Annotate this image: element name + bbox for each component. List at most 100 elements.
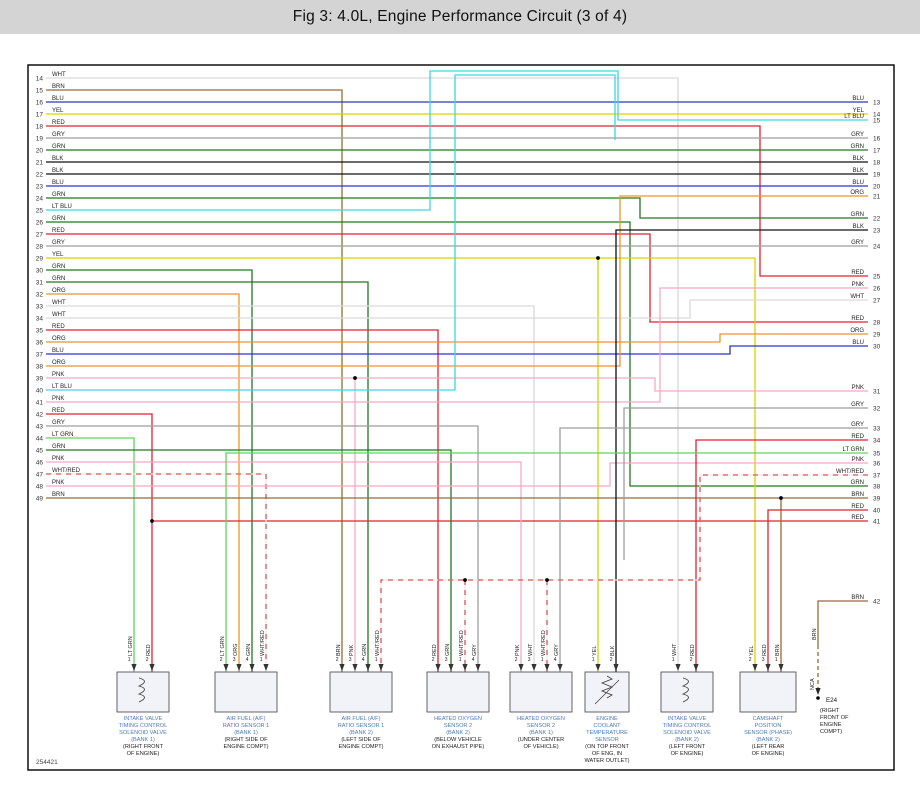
- left-pin-22: 22 BLK: [36, 168, 64, 179]
- wire-R42: [817, 600, 868, 692]
- left-pin-23: 23 BLU: [36, 180, 64, 191]
- component-wire-color-label: GRN: [362, 644, 368, 656]
- component-wire-color-label: GRN: [246, 644, 252, 656]
- pin-arrow-icon: [149, 664, 155, 671]
- component-location: OF ENG, IN: [592, 751, 622, 757]
- pin-color-label: GRY: [52, 420, 65, 426]
- right-pin-24: 24 GRY: [851, 240, 881, 251]
- component-box: [329, 671, 393, 713]
- pin-color-label: PNK: [852, 282, 864, 288]
- pin-number: 41: [36, 400, 44, 407]
- component-location: FRONT OF: [820, 715, 849, 721]
- pin-arrow-icon: [544, 664, 550, 671]
- component-name: SENSOR (PHASE): [744, 730, 792, 736]
- component-location: COMPT): [820, 729, 842, 735]
- wire-L49: [46, 496, 868, 672]
- component-wire-color-label: GRY: [472, 644, 478, 656]
- wire-L24: [46, 197, 868, 219]
- left-pin-36: 36 ORG: [36, 336, 66, 347]
- component-location: ENGINE: [820, 722, 842, 728]
- component-location: (LEFT SIDE OF: [341, 737, 381, 743]
- component-box: [739, 671, 797, 713]
- pin-color-label: PNK: [52, 396, 64, 402]
- component-name: AIR FUEL (A/F): [227, 716, 266, 722]
- pin-color-label: BLU: [52, 96, 64, 102]
- figure-title: Fig 3: 4.0L, Engine Performance Circuit …: [0, 0, 920, 34]
- pin-arrow-icon: [765, 664, 771, 671]
- component-location: (ON TOP FRONT: [585, 744, 629, 750]
- pin-arrow-icon: [378, 664, 384, 671]
- wire-L32: [46, 293, 240, 672]
- pin-color-label: ORG: [850, 328, 864, 334]
- component-wire-color-label: WHT/RED: [260, 630, 266, 656]
- pin-number: 45: [36, 448, 44, 455]
- pin-color-label: GRN: [52, 276, 65, 282]
- pin-color-label: GRY: [52, 240, 65, 246]
- left-pin-38: 38 ORG: [36, 360, 66, 371]
- pin-number: 34: [36, 316, 44, 323]
- component-wire-color-label: PNK: [349, 644, 355, 656]
- pin-color-label: RED: [851, 434, 864, 440]
- right-pin-35: 35 LT GRN: [843, 447, 881, 458]
- pin-number: 36: [873, 461, 881, 468]
- component-wire-color-label: ORG: [233, 643, 239, 656]
- component-wire-color-label: RED: [762, 644, 768, 656]
- component-wire-color-label: RED: [690, 644, 696, 656]
- e24-terminal-dot: [816, 696, 820, 700]
- wire-L15: [46, 89, 343, 672]
- component-pin-number: 3: [762, 657, 765, 663]
- junction-dot: [596, 256, 600, 260]
- component-name: SENSOR 2: [444, 723, 472, 729]
- wire-L37: [46, 345, 868, 355]
- component-pin-number: 4: [246, 657, 249, 663]
- left-pin-19: 19 GRY: [36, 132, 65, 143]
- right-pin-27: 27 WHT: [850, 294, 880, 305]
- pin-color-label: GRN: [52, 216, 65, 222]
- left-pin-39: 39 PNK: [36, 372, 65, 383]
- right-pin-29: 29 ORG: [850, 328, 880, 339]
- component-location: WATER OUTLET): [584, 758, 629, 764]
- wire-L27: [46, 233, 868, 323]
- pin-color-label: LT BLU: [52, 384, 72, 390]
- component-wire-color-label: YEL: [749, 646, 755, 656]
- component-location: OF ENGINE): [671, 751, 704, 757]
- component-name: SOLENOID VALVE: [119, 730, 167, 736]
- pin-color-label: GRN: [52, 444, 65, 450]
- wire-R40: [767, 509, 868, 672]
- left-pin-34: 34 WHT: [36, 312, 66, 323]
- pin-number: 33: [36, 304, 44, 311]
- pin-number: 13: [873, 100, 881, 107]
- pin-color-label: WHT: [52, 312, 66, 318]
- component-name: RATIO SENSOR 1: [223, 723, 270, 729]
- left-pin-32: 32 ORG: [36, 288, 66, 299]
- pin-number: 42: [873, 599, 881, 606]
- wire-L36: [46, 333, 868, 343]
- component-pin-number: 1: [672, 657, 675, 663]
- wire-L25: [46, 70, 868, 211]
- component-location: OF ENGINE): [127, 751, 160, 757]
- right-pin-38: 38 GRN: [851, 480, 881, 491]
- component-name: SENSOR 2: [527, 723, 555, 729]
- component-name: RATIO SENSOR 1: [338, 723, 385, 729]
- pin-number: 27: [873, 298, 881, 305]
- right-pin-37: 37 WHT/RED: [836, 469, 881, 480]
- right-pin-25: 25 RED: [851, 270, 880, 281]
- wire-R34: [695, 439, 868, 672]
- right-pin-21: 21 ORG: [850, 190, 880, 201]
- left-pin-37: 37 BLU: [36, 348, 64, 359]
- pin-number: 42: [36, 412, 44, 419]
- pin-color-label: BLU: [52, 180, 64, 186]
- pin-number: 24: [36, 196, 44, 203]
- pin-color-label: RED: [851, 504, 864, 510]
- component-name: INTAKE VALVE: [668, 716, 707, 722]
- component-pin-number: 4: [362, 657, 365, 663]
- right-pin-15: 15 LT BLU: [844, 114, 880, 125]
- component-name: ENGINE: [596, 716, 618, 722]
- coil-symbol: [681, 677, 689, 703]
- left-pin-48: 48 PNK: [36, 480, 65, 491]
- left-pin-27: 27 RED: [36, 228, 66, 239]
- component-pin-number: 2: [220, 657, 223, 663]
- pin-number: 26: [873, 286, 881, 293]
- wire-L44: [46, 437, 135, 672]
